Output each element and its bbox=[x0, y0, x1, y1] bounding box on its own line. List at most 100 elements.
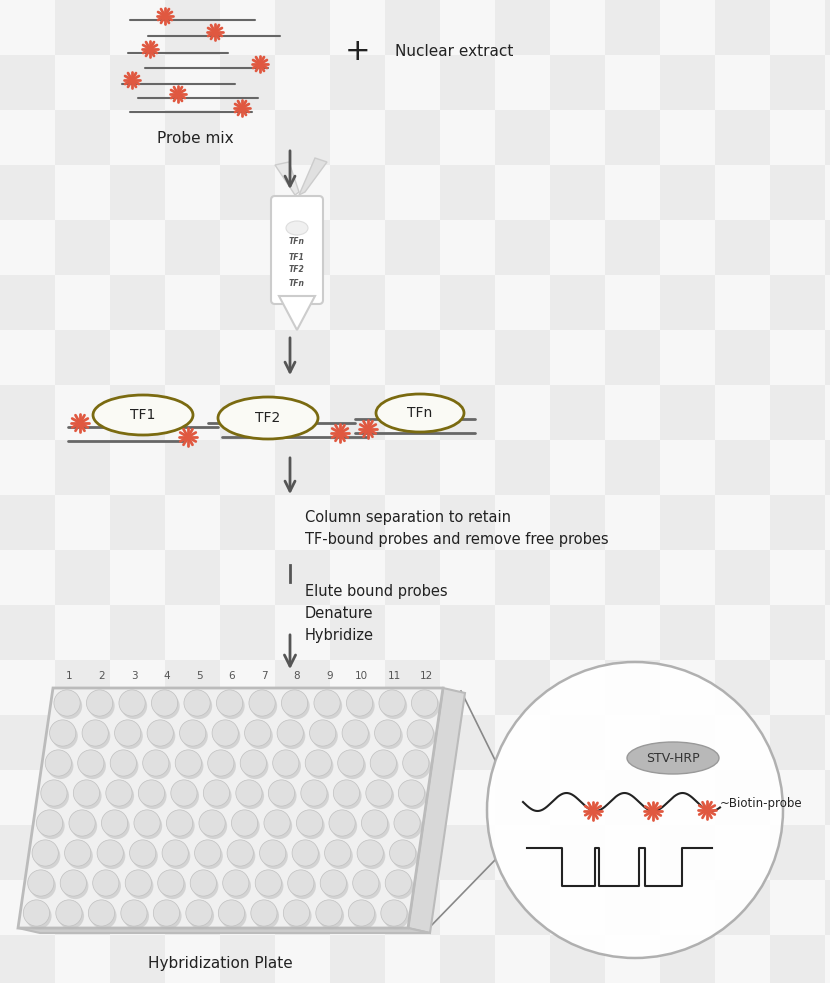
Circle shape bbox=[346, 690, 373, 717]
Bar bbox=[715, 770, 770, 825]
Circle shape bbox=[115, 720, 141, 746]
Bar bbox=[0, 440, 55, 495]
Bar bbox=[385, 275, 440, 330]
Bar bbox=[0, 220, 55, 275]
Bar bbox=[275, 715, 330, 770]
Polygon shape bbox=[279, 296, 315, 330]
Bar bbox=[495, 715, 550, 770]
Bar bbox=[440, 110, 495, 165]
Text: TFn: TFn bbox=[408, 406, 432, 420]
Polygon shape bbox=[18, 688, 443, 928]
Circle shape bbox=[78, 750, 104, 777]
Circle shape bbox=[251, 693, 277, 720]
Circle shape bbox=[396, 813, 422, 839]
Bar bbox=[550, 165, 605, 220]
Text: Column separation to retain
TF-bound probes and remove free probes: Column separation to retain TF-bound pro… bbox=[305, 510, 608, 548]
Circle shape bbox=[339, 753, 366, 780]
Ellipse shape bbox=[376, 394, 464, 432]
Bar bbox=[440, 165, 495, 220]
Bar bbox=[0, 770, 55, 825]
Bar bbox=[330, 440, 385, 495]
Bar bbox=[605, 165, 660, 220]
Circle shape bbox=[77, 420, 83, 426]
Circle shape bbox=[208, 750, 234, 777]
Circle shape bbox=[38, 813, 65, 839]
Circle shape bbox=[112, 753, 139, 780]
Circle shape bbox=[80, 753, 106, 780]
Bar bbox=[165, 660, 220, 715]
Bar bbox=[550, 495, 605, 550]
Circle shape bbox=[194, 839, 221, 866]
Bar bbox=[715, 440, 770, 495]
Circle shape bbox=[400, 782, 427, 809]
Bar bbox=[220, 660, 275, 715]
Circle shape bbox=[129, 78, 134, 83]
Circle shape bbox=[320, 870, 346, 896]
Circle shape bbox=[300, 780, 327, 806]
Circle shape bbox=[290, 873, 316, 899]
Circle shape bbox=[316, 693, 342, 720]
Bar bbox=[770, 880, 825, 935]
Bar bbox=[0, 55, 55, 110]
Bar bbox=[0, 165, 55, 220]
Bar bbox=[495, 495, 550, 550]
Bar bbox=[110, 495, 165, 550]
Bar bbox=[220, 330, 275, 385]
Circle shape bbox=[93, 870, 119, 896]
Circle shape bbox=[392, 842, 417, 869]
Bar bbox=[440, 935, 495, 983]
Circle shape bbox=[264, 810, 290, 837]
Bar bbox=[495, 935, 550, 983]
Circle shape bbox=[389, 839, 416, 866]
Circle shape bbox=[232, 810, 257, 837]
Circle shape bbox=[487, 662, 783, 958]
Bar bbox=[165, 825, 220, 880]
Circle shape bbox=[147, 720, 173, 746]
Circle shape bbox=[184, 690, 210, 717]
Circle shape bbox=[37, 810, 63, 837]
Circle shape bbox=[26, 902, 51, 929]
Bar bbox=[220, 385, 275, 440]
Circle shape bbox=[318, 902, 344, 929]
Bar bbox=[330, 880, 385, 935]
Bar bbox=[715, 825, 770, 880]
Text: 1: 1 bbox=[66, 671, 72, 681]
Circle shape bbox=[335, 782, 362, 809]
Bar bbox=[770, 385, 825, 440]
Bar bbox=[715, 495, 770, 550]
Circle shape bbox=[139, 780, 164, 806]
Text: 9: 9 bbox=[326, 671, 333, 681]
Bar bbox=[440, 825, 495, 880]
Circle shape bbox=[167, 810, 193, 837]
Circle shape bbox=[179, 720, 206, 746]
Ellipse shape bbox=[627, 742, 719, 774]
Circle shape bbox=[273, 750, 299, 777]
Bar bbox=[385, 935, 440, 983]
Text: 11: 11 bbox=[388, 671, 401, 681]
Circle shape bbox=[105, 780, 132, 806]
Bar bbox=[715, 385, 770, 440]
Circle shape bbox=[101, 810, 128, 837]
Bar bbox=[825, 825, 830, 880]
Circle shape bbox=[316, 899, 342, 926]
Bar bbox=[220, 55, 275, 110]
Circle shape bbox=[286, 902, 311, 929]
Bar bbox=[770, 660, 825, 715]
Bar bbox=[385, 550, 440, 605]
Circle shape bbox=[30, 873, 56, 899]
Bar bbox=[0, 385, 55, 440]
Bar bbox=[385, 110, 440, 165]
Circle shape bbox=[385, 870, 412, 896]
Circle shape bbox=[296, 810, 323, 837]
Bar bbox=[55, 165, 110, 220]
Circle shape bbox=[127, 873, 154, 899]
Bar bbox=[550, 440, 605, 495]
Bar bbox=[660, 825, 715, 880]
Bar bbox=[605, 330, 660, 385]
Circle shape bbox=[95, 873, 121, 899]
Bar bbox=[495, 770, 550, 825]
Bar bbox=[330, 550, 385, 605]
Bar bbox=[55, 330, 110, 385]
Circle shape bbox=[238, 782, 264, 809]
Text: 7: 7 bbox=[261, 671, 267, 681]
